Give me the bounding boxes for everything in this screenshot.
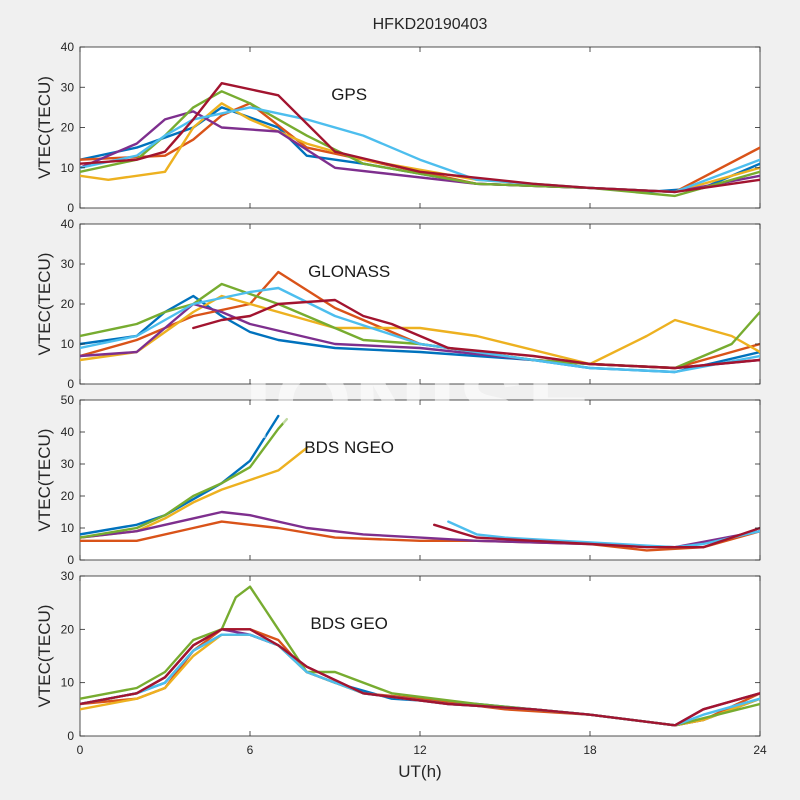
- panels: 0 10 20 30 40 GPS VTEC(TECU) 0 10 20 30 40 GLONASS VT…: [35, 40, 767, 757]
- y-tick-label: 0: [67, 377, 74, 391]
- x-tick-label: 12: [413, 743, 427, 757]
- y-tick-label: 40: [61, 40, 75, 54]
- y-axis-label: VTEC(TECU): [35, 605, 54, 708]
- series-line: [80, 520, 760, 552]
- x-tick-label: 6: [247, 743, 254, 757]
- panel-label: BDS GEO: [310, 614, 387, 633]
- y-tick-label: 20: [61, 622, 75, 636]
- y-tick-label: 0: [67, 553, 74, 567]
- y-tick-label: 10: [61, 337, 75, 351]
- series-group: [80, 270, 760, 374]
- panel-gps: 0 10 20 30 40 GPS VTEC(TECU): [35, 40, 761, 215]
- y-tick-label: 0: [67, 201, 74, 215]
- y-tick-label: 10: [61, 161, 75, 175]
- panel-bds-ngeo: 0 10 20 30 40 50 BDS NGEO VTEC(TECU): [35, 393, 761, 567]
- y-tick-label: 30: [61, 80, 75, 94]
- x-axis-label: UT(h): [398, 762, 441, 781]
- series-line: [433, 523, 760, 549]
- series-line: [447, 520, 760, 549]
- panel-label: BDS NGEO: [304, 438, 394, 457]
- y-tick-label: 30: [61, 569, 75, 583]
- x-tick-label: 24: [753, 743, 767, 757]
- series-line: [80, 418, 288, 539]
- panel-bds-geo: 0 10 20 30 BDS GEO VTEC(TECU): [35, 569, 761, 743]
- y-tick-label: 20: [61, 489, 75, 503]
- y-axis-label: VTEC(TECU): [35, 76, 54, 179]
- y-tick-label: 10: [61, 521, 75, 535]
- plot-area: [79, 46, 761, 209]
- y-tick-label: 10: [61, 676, 75, 690]
- series-line: [80, 286, 760, 374]
- panel-label: GLONASS: [308, 262, 390, 281]
- y-tick-label: 40: [61, 425, 75, 439]
- y-tick-label: 50: [61, 393, 75, 407]
- series-line: [80, 414, 280, 536]
- panel-glonass: 0 10 20 30 40 GLONASS VTEC(TECU): [35, 217, 761, 391]
- plot-area: [79, 399, 761, 561]
- series-line: [80, 82, 760, 194]
- series-group: [80, 585, 760, 727]
- y-tick-label: 0: [67, 729, 74, 743]
- series-line: [80, 628, 760, 727]
- series-group: [80, 414, 760, 552]
- x-tick-label: 18: [583, 743, 597, 757]
- y-tick-label: 40: [61, 217, 75, 231]
- figure-title: HFKD20190403: [373, 16, 488, 33]
- y-tick-label: 20: [61, 121, 75, 135]
- y-tick-label: 30: [61, 257, 75, 271]
- plot-area: [79, 575, 761, 737]
- y-tick-label: 30: [61, 457, 75, 471]
- series-line: [80, 294, 760, 366]
- series-line: [192, 298, 760, 370]
- x-tick-label: 0: [77, 743, 84, 757]
- series-group: [80, 82, 760, 198]
- y-axis-label: VTEC(TECU): [35, 253, 54, 356]
- watermark: IONISE: [245, 348, 596, 460]
- panel-label: GPS: [331, 85, 367, 104]
- y-tick-label: 20: [61, 297, 75, 311]
- y-axis-label: VTEC(TECU): [35, 429, 54, 532]
